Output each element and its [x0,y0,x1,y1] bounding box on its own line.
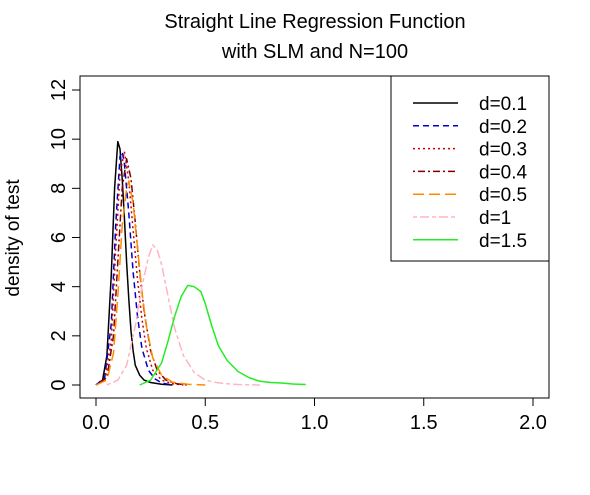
y-tick-label: 6 [48,232,70,243]
legend-box [390,75,550,262]
legend-label: d=0.3 [479,140,527,161]
series-line-4 [95,158,188,386]
legend-label: d=1.5 [479,231,527,252]
chart-title: Straight Line Regression Function [164,11,465,33]
y-tick-label: 4 [48,281,70,292]
legend-label: d=0.2 [479,117,527,138]
legend-label: d=0.5 [479,185,527,206]
legend-label: d=1 [479,208,511,229]
x-tick-label: 0.5 [191,412,219,434]
series-line-7 [139,284,306,386]
series-line-2 [95,150,173,386]
series-line-3 [95,150,184,386]
y-tick-label: 0 [48,379,70,390]
x-tick-label: 2.0 [519,412,547,434]
y-axis-label: density of test [3,179,24,297]
y-tick-label: 8 [48,183,70,194]
legend-label: d=0.4 [479,162,528,183]
series-line-5 [95,180,206,386]
y-tick-label: 12 [48,79,70,101]
x-tick-label: 1.5 [410,412,438,434]
legend-label: d=0.1 [479,94,527,115]
series-line-6 [106,244,260,386]
x-tick-label: 1.0 [301,412,329,434]
chart-subtitle: with SLM and N=100 [221,41,408,63]
series-line-1 [95,140,173,386]
x-tick-label: 0.0 [82,412,110,434]
y-tick-label: 2 [48,330,70,341]
y-tick-label: 10 [48,128,70,150]
